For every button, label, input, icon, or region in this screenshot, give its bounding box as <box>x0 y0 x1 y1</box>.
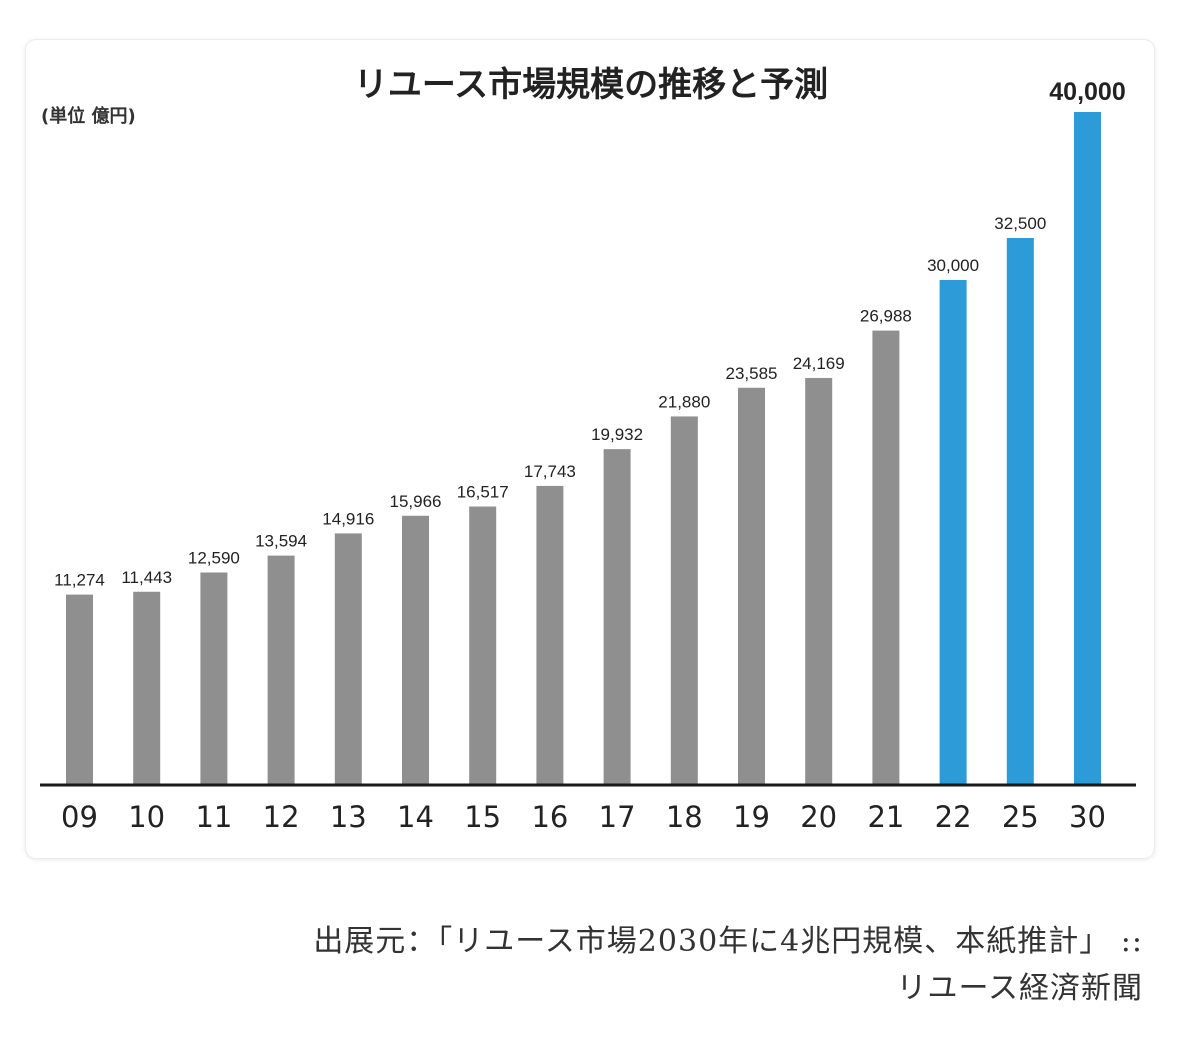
value-labels-group: 11,274 11,443 12,590 13,594 14,916 15,966 16,5… <box>54 78 1126 590</box>
value-label-18: 21,880 <box>658 392 710 411</box>
tick-label-17: 17 <box>599 800 636 834</box>
bars-group <box>66 112 1101 784</box>
tick-label-10: 10 <box>128 800 165 834</box>
bar-09 <box>66 594 93 784</box>
bar-16 <box>536 485 564 784</box>
value-label-21: 26,988 <box>860 307 912 326</box>
value-label-10: 11,443 <box>121 568 172 587</box>
bar-18 <box>670 416 698 784</box>
bar-30 <box>1074 112 1101 784</box>
value-label-25: 32,500 <box>994 214 1046 233</box>
bar-20 <box>805 377 833 784</box>
value-label-11: 12,590 <box>188 548 240 567</box>
bar-12 <box>267 555 295 784</box>
value-label-30: 40,000 <box>1049 78 1125 106</box>
bar-13 <box>334 533 362 784</box>
value-label-19: 23,585 <box>726 364 778 383</box>
tick-label-18: 18 <box>666 800 703 834</box>
value-label-17: 19,932 <box>591 425 643 444</box>
bar-21 <box>872 330 900 784</box>
tick-label-09: 09 <box>61 800 98 834</box>
value-label-12: 13,594 <box>255 532 307 551</box>
value-label-13: 14,916 <box>322 509 374 528</box>
bar-17 <box>603 449 631 784</box>
tick-label-11: 11 <box>195 800 232 834</box>
value-label-15: 16,517 <box>457 483 509 502</box>
unit-label: (単位 億円) <box>41 105 136 127</box>
tick-label-19: 19 <box>733 800 770 834</box>
tick-label-14: 14 <box>397 800 434 834</box>
value-label-20: 24,169 <box>793 354 845 373</box>
bar-14 <box>402 515 429 784</box>
tick-label-12: 12 <box>263 800 300 834</box>
source-citation: 出展元：「リユース市場2030年に4兆円規模、本紙推計」 :: リユース経済新聞 <box>43 918 1143 1012</box>
tick-label-13: 13 <box>330 800 367 834</box>
source-line-2: リユース経済新聞 <box>896 971 1143 1006</box>
source-line-1: 出展元：「リユース市場2030年に4兆円規模、本紙推計」 :: <box>313 924 1143 959</box>
bar-25 <box>1006 238 1034 784</box>
bar-15 <box>469 506 497 784</box>
tick-label-30: 30 <box>1069 800 1106 834</box>
chart-title: リユース市場規模の推移と予測 <box>354 65 828 105</box>
tick-label-15: 15 <box>464 800 501 834</box>
bar-chart: リユース市場規模の推移と予測 (単位 億円) 11,274 11,443 12,59… <box>40 65 1136 834</box>
tick-label-16: 16 <box>531 800 568 834</box>
bar-22 <box>939 280 967 784</box>
tick-label-21: 21 <box>867 800 904 834</box>
value-label-14: 15,966 <box>390 492 442 511</box>
value-label-16: 17,743 <box>524 462 576 481</box>
tick-labels-group: 09 10 11 12 13 14 15 16 17 18 19 20 21 22 25 30 <box>61 800 1106 834</box>
tick-label-20: 20 <box>800 800 837 834</box>
tick-label-25: 25 <box>1002 800 1039 834</box>
chart-card: リユース市場規模の推移と予測 (単位 億円) 11,274 11,443 12,59… <box>26 40 1154 858</box>
value-label-22: 30,000 <box>927 256 979 275</box>
tick-label-22: 22 <box>935 800 972 834</box>
bar-10 <box>133 591 161 784</box>
bar-19 <box>738 387 765 784</box>
bar-11 <box>200 572 228 784</box>
value-label-09: 11,274 <box>54 571 105 590</box>
